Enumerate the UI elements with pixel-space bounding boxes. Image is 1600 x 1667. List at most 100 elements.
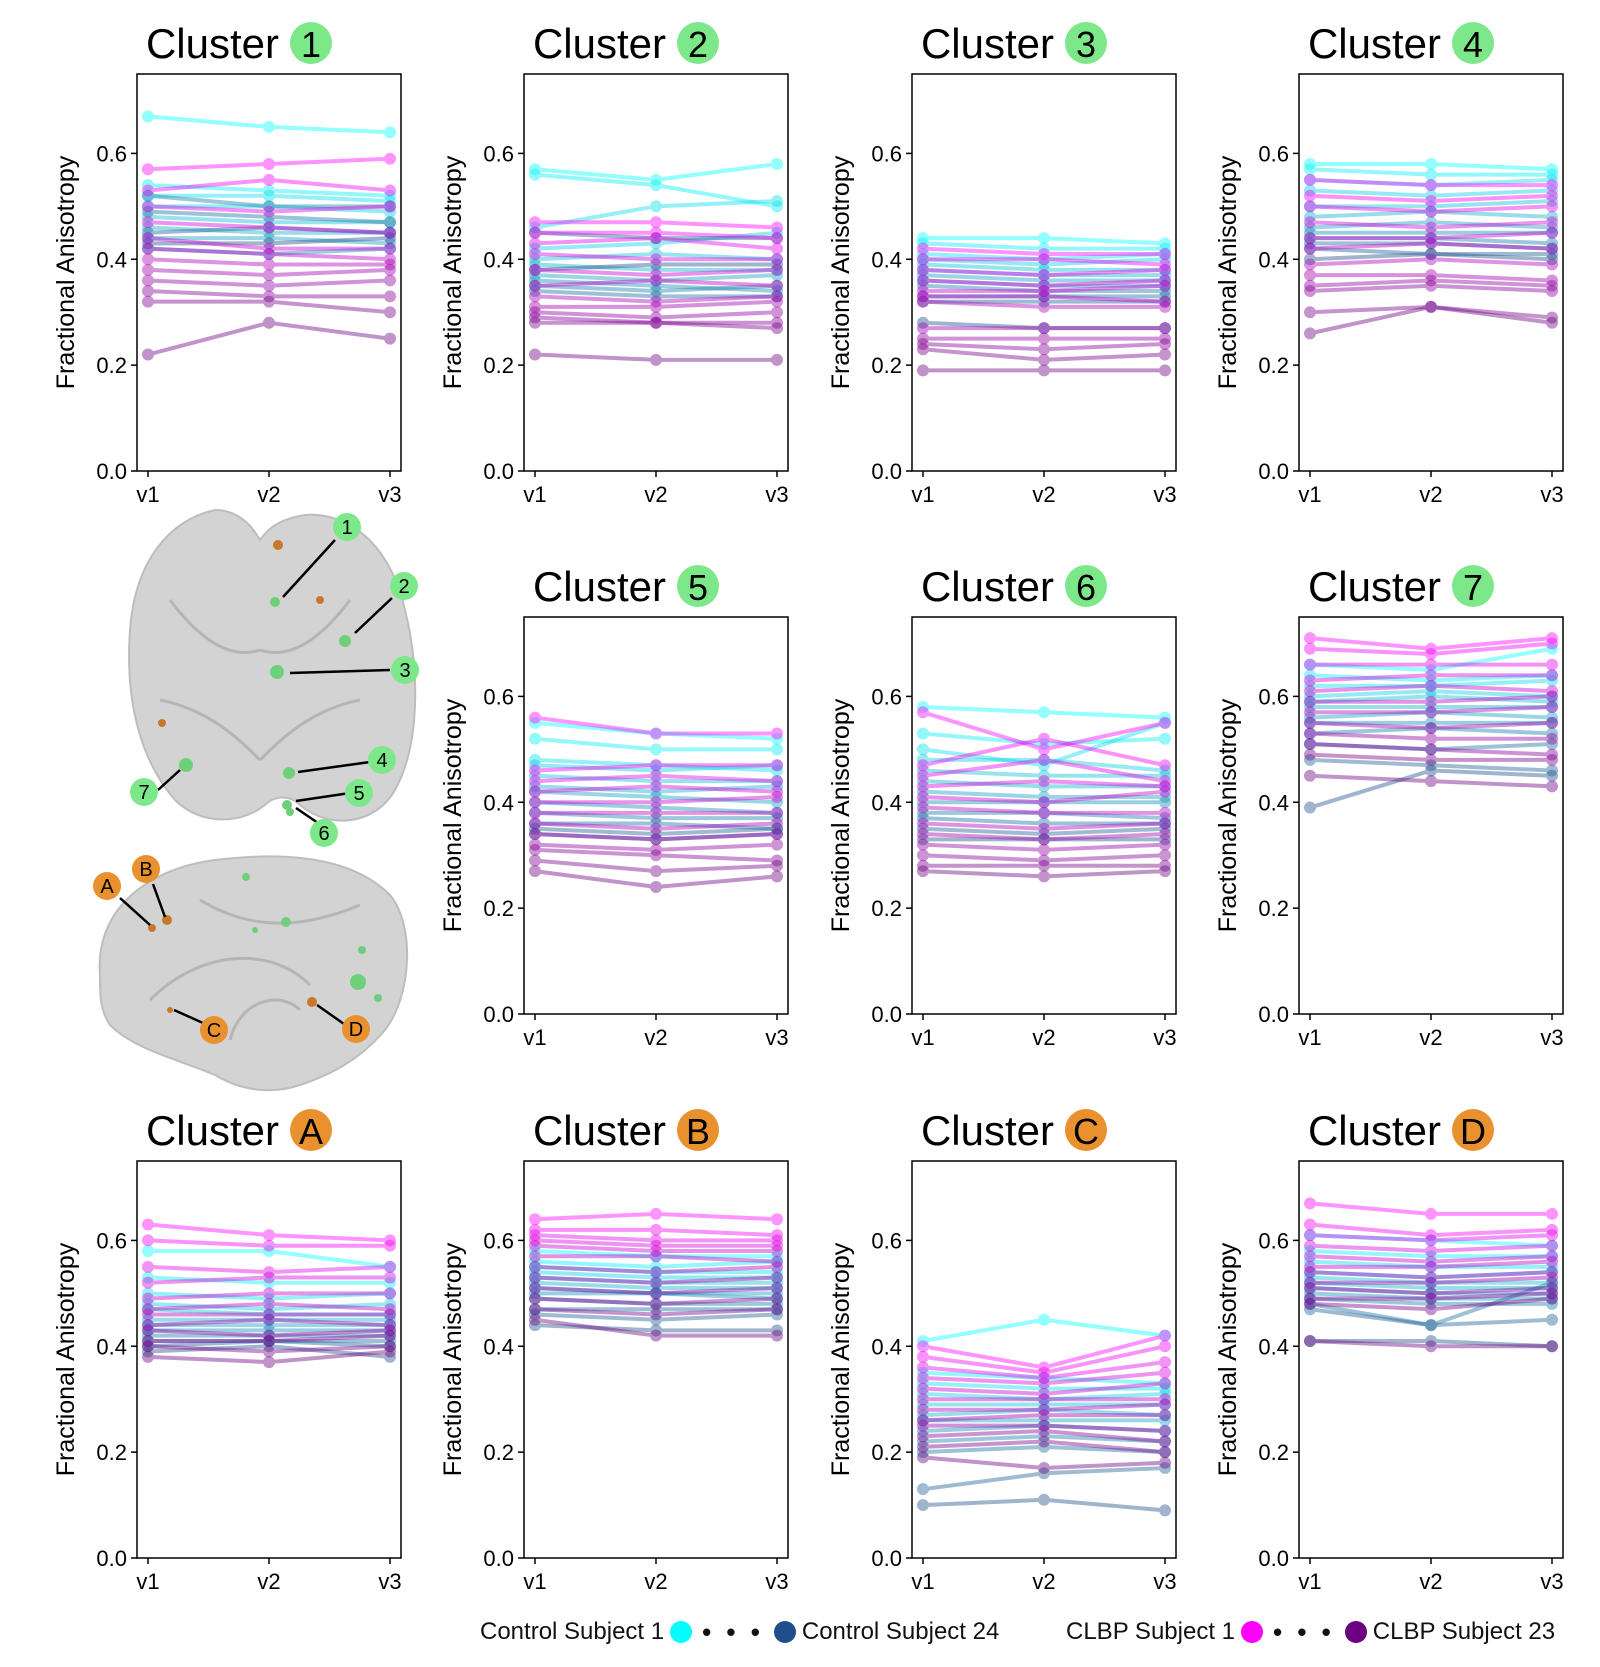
control-point: [1546, 669, 1558, 682]
control-point: [529, 263, 541, 276]
clbp-line: [534, 773, 778, 784]
clbp-series-8: [529, 1271, 783, 1289]
clbp-point: [1159, 1377, 1171, 1390]
clbp-point: [1546, 200, 1558, 213]
clbp-point: [650, 1250, 662, 1263]
clbp-point: [771, 785, 783, 798]
clbp-point: [1038, 290, 1050, 303]
brain-badge-label: 6: [318, 823, 329, 845]
clbp-series-3: [529, 1229, 783, 1247]
control-line: [1309, 251, 1553, 262]
control-point: [650, 1287, 662, 1300]
control-point: [650, 1271, 662, 1284]
control-point: [1159, 764, 1171, 777]
clbp-point: [1546, 279, 1558, 292]
clbp-line: [922, 853, 1166, 863]
control-series-3: [917, 247, 1171, 266]
clbp-line: [922, 267, 1166, 278]
clbp-point: [1304, 1266, 1316, 1279]
chart-cluster-3: Cluster 3 0.0 0.2 0.4 0.6 v1 v2 v3 Fractional Ani…: [827, 20, 1177, 507]
control-series-11: [1304, 753, 1558, 777]
clbp-line: [534, 294, 778, 304]
control-series-12: [1304, 764, 1558, 814]
clbp-point: [650, 880, 662, 893]
clbp-series-4: [529, 1234, 783, 1252]
clbp-line: [534, 1307, 778, 1317]
control-point: [1546, 1250, 1558, 1263]
brain-badge-label: B: [139, 859, 152, 881]
control-point: [650, 727, 662, 740]
control-point: [384, 242, 396, 255]
clbp-point: [1159, 247, 1171, 260]
clbp-series-2: [917, 732, 1171, 772]
clbp-point: [142, 1319, 154, 1332]
control-point: [142, 242, 154, 255]
clbp-series-11: [529, 1303, 783, 1321]
clbp-point: [142, 348, 154, 361]
clbp-point: [529, 1250, 541, 1263]
control-point: [1425, 1234, 1437, 1247]
control-line: [1309, 1270, 1553, 1280]
clbp-point: [529, 279, 541, 292]
clbp-line: [534, 315, 777, 325]
control-series-5: [917, 1398, 1171, 1411]
y-tick-label: 0.4: [871, 1334, 902, 1359]
control-point: [1159, 295, 1171, 308]
control-line: [922, 1391, 1166, 1402]
control-point: [1038, 1403, 1050, 1416]
clbp-series-5: [142, 1287, 396, 1305]
clbp-point: [142, 1303, 154, 1316]
control-point: [384, 216, 396, 229]
clbp-line: [534, 784, 778, 794]
clbp-line: [922, 1360, 1166, 1381]
clbp-series-4: [917, 274, 1171, 292]
control-point: [1546, 1266, 1558, 1279]
clbp-series-3: [529, 232, 783, 255]
control-line: [148, 1248, 391, 1269]
control-point: [917, 753, 929, 766]
clbp-series-5: [1304, 226, 1558, 245]
x-tick-label: v2: [644, 1569, 667, 1594]
clbp-point: [1159, 1456, 1171, 1469]
clbp-line: [1309, 773, 1553, 789]
control-line: [534, 262, 777, 272]
control-point: [529, 828, 541, 841]
control-series-6: [529, 258, 783, 276]
clbp-series-11: [917, 859, 1171, 872]
control-series-4: [917, 253, 1171, 271]
control-series-1: [529, 716, 783, 745]
clbp-point: [1304, 642, 1316, 655]
control-line: [534, 289, 777, 299]
clbp-line: [534, 832, 778, 842]
clbp-point: [650, 796, 662, 809]
clbp-point: [650, 780, 662, 793]
clbp-series-7: [142, 1308, 396, 1321]
control-point: [917, 1409, 929, 1422]
control-point: [650, 179, 662, 192]
clbp-point: [650, 1223, 662, 1236]
clbp-line: [922, 1370, 1166, 1386]
control-point: [650, 817, 662, 830]
chart-title-badge-label: 1: [301, 24, 321, 65]
control-series-11: [917, 822, 1171, 841]
control-line: [534, 773, 777, 784]
chart-title-badge-label: C: [1073, 1111, 1099, 1152]
control-point: [650, 258, 662, 271]
brain-badge-1: [333, 513, 361, 541]
control-point: [142, 189, 154, 202]
clbp-point: [1425, 269, 1437, 282]
clbp-point: [263, 1266, 275, 1279]
clbp-point: [1038, 285, 1050, 298]
control-point: [1425, 690, 1437, 703]
control-point: [1304, 1282, 1316, 1295]
clbp-point: [263, 173, 275, 186]
clbp-point: [529, 306, 541, 319]
control-series-9: [917, 1430, 1171, 1448]
clbp-point: [529, 806, 541, 819]
y-tick-label: 0.6: [483, 1228, 514, 1253]
control-point: [1546, 727, 1558, 740]
control-point: [1038, 828, 1050, 841]
clbp-point: [1304, 306, 1316, 319]
control-point: [650, 759, 662, 772]
clbp-point: [1038, 1403, 1050, 1416]
